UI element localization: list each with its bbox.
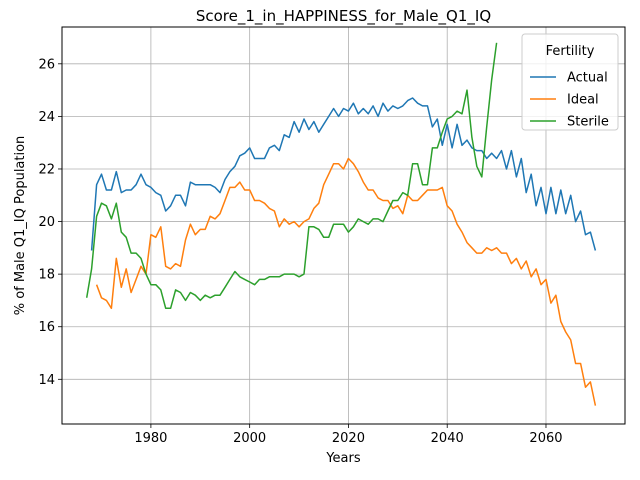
legend: Fertility Actual Ideal Sterile [521,33,619,131]
series-line-ideal [95,157,597,406]
legend-label-actual: Actual [567,71,608,86]
y-tick-label: 18 [38,268,55,283]
legend-label-sterile: Sterile [567,115,609,130]
grid-lines [62,27,625,424]
y-tick-label: 16 [38,320,55,335]
x-tick-label: 1980 [134,431,167,446]
series-line-actual [90,97,597,251]
y-tick-label: 20 [38,215,55,230]
chart-title: Score_1_in_HAPPINESS_for_Male_Q1_IQ [196,7,491,26]
legend-label-ideal: Ideal [567,93,599,108]
y-axis-label: % of Male Q1_IQ Population [13,136,28,316]
y-tick-label: 24 [38,110,55,125]
series-layer [85,42,597,406]
series-line-sterile [85,42,498,310]
x-axis-label: Years [325,451,361,466]
x-tick-label: 2040 [431,431,464,446]
legend-items: Actual Ideal Sterile [530,71,609,130]
x-tick-label: 2000 [233,431,266,446]
x-axis-ticks: 1980 2000 2020 2040 2060 [134,424,563,446]
legend-title: Fertility [546,44,595,59]
x-tick-label: 2060 [529,431,562,446]
legend-box [521,33,619,131]
y-tick-label: 26 [38,57,55,72]
plot-frame [61,26,626,425]
x-tick-label: 2020 [332,431,365,446]
y-tick-label: 22 [38,162,55,177]
y-tick-label: 14 [38,373,55,388]
y-axis-ticks: 14 16 18 20 22 24 26 [38,57,62,388]
